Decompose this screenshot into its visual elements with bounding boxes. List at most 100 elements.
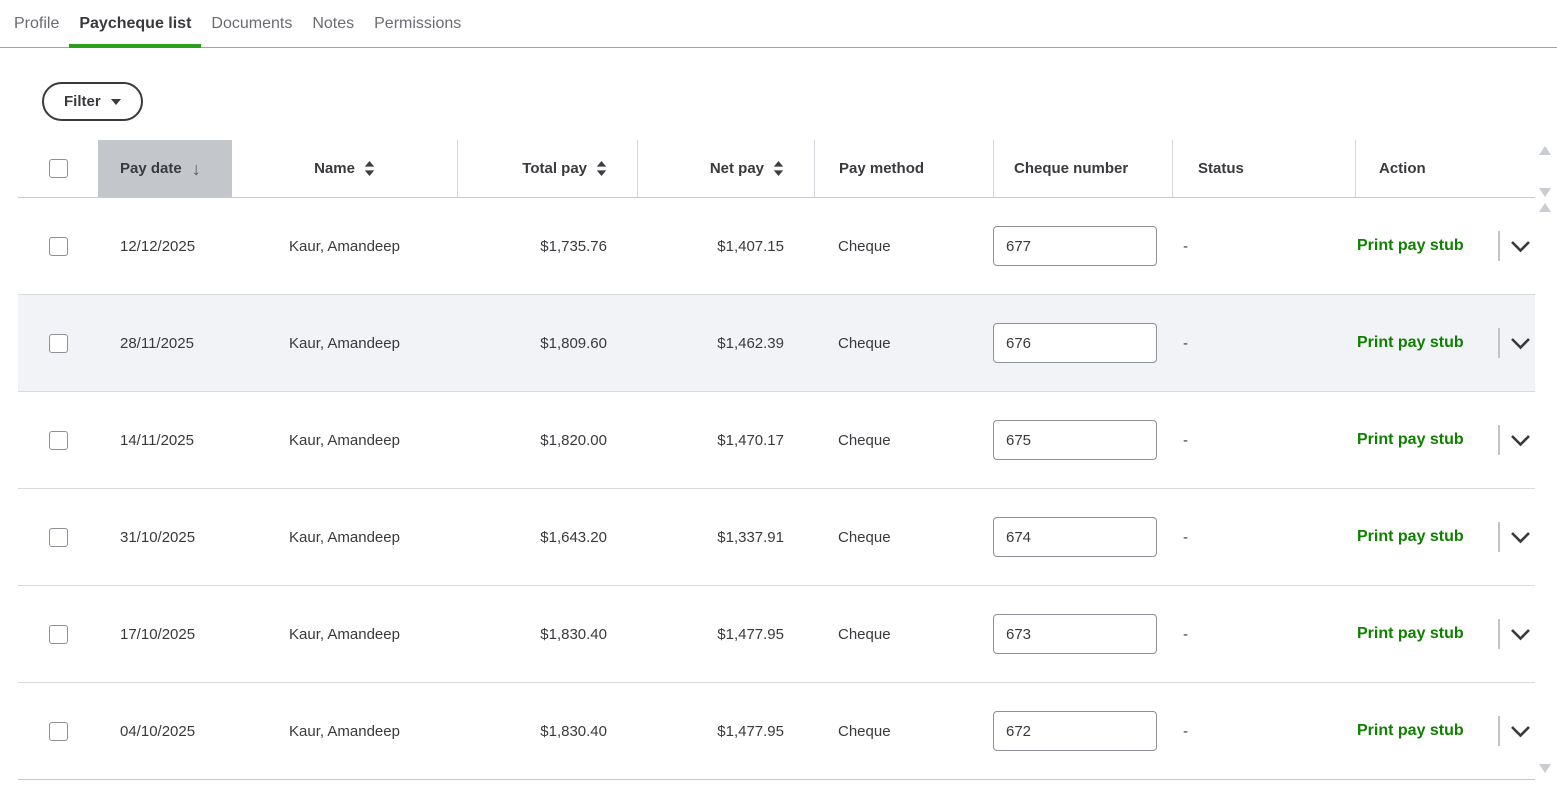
select-all-checkbox[interactable] [48,159,68,178]
action-cell: Print pay stub [1355,683,1535,779]
total-pay-cell: $1,820.00 [540,431,607,449]
net-pay-cell: $1,470.17 [717,431,784,449]
column-header-name[interactable]: Name [232,140,457,197]
tab-paycheque-list[interactable]: Paycheque list [69,0,202,48]
column-header-label: Name [314,160,355,177]
column-header-label: Cheque number [1014,160,1129,177]
filter-area: Filter [42,82,1557,121]
cheque-number-input[interactable] [993,517,1157,557]
action-divider [1498,716,1500,746]
print-pay-stub-link[interactable]: Print pay stub [1357,528,1464,545]
row-actions-dropdown-button[interactable] [1507,330,1533,356]
cheque-number-cell [993,683,1172,779]
status-cell: - [1183,625,1188,643]
paycheque-table: Pay date ↓ Name Total pay Net pay Pay me… [18,140,1535,780]
cheque-number-input[interactable] [993,226,1157,266]
column-header-cheque-number: Cheque number [993,140,1172,197]
row-actions-dropdown-button[interactable] [1507,718,1533,744]
row-checkbox[interactable] [48,721,68,741]
column-header-label: Pay method [839,160,925,177]
action-cell: Print pay stub [1355,489,1535,585]
pay-date-cell: 28/11/2025 [120,334,194,352]
caret-down-icon [110,98,121,105]
net-pay-cell: $1,462.39 [717,334,784,352]
table-header-row: Pay date ↓ Name Total pay Net pay Pay me… [18,140,1535,198]
action-cell: Print pay stub [1355,198,1535,294]
scroll-up-icon[interactable] [1539,146,1551,155]
print-pay-stub-link[interactable]: Print pay stub [1357,237,1464,254]
row-actions-dropdown-button[interactable] [1507,524,1533,550]
name-cell: Kaur, Amandeep [289,722,400,740]
print-pay-stub-link[interactable]: Print pay stub [1357,625,1464,642]
row-actions-dropdown-button[interactable] [1507,427,1533,453]
cheque-number-input[interactable] [993,614,1157,654]
pay-method-cell: Cheque [838,528,891,546]
sort-both-icon [773,161,784,176]
status-cell: - [1183,431,1188,449]
column-header-action: Action [1355,140,1535,197]
row-checkbox[interactable] [48,333,68,353]
sort-both-icon [364,161,375,176]
select-all-cell [18,140,98,197]
row-checkbox[interactable] [48,527,68,547]
pay-method-cell: Cheque [838,625,891,643]
action-divider [1498,425,1500,455]
row-actions-dropdown-button[interactable] [1507,621,1533,647]
cheque-number-cell [993,295,1172,391]
print-pay-stub-link[interactable]: Print pay stub [1357,722,1464,739]
tab-profile[interactable]: Profile [14,14,60,32]
filter-button[interactable]: Filter [42,82,143,121]
tab-bar: Profile Paycheque list Documents Notes P… [0,0,1557,48]
table-body: 12/12/2025 Kaur, Amandeep $1,735.76 $1,4… [18,198,1535,780]
tab-documents[interactable]: Documents [211,14,293,32]
net-pay-cell: $1,407.15 [717,237,784,255]
row-checkbox[interactable] [48,236,68,256]
chevron-down-icon [1509,526,1532,549]
table-row: 12/12/2025 Kaur, Amandeep $1,735.76 $1,4… [18,198,1535,295]
scroll-up-icon[interactable] [1539,203,1551,212]
total-pay-cell: $1,830.40 [540,722,607,740]
column-header-pay-date[interactable]: Pay date ↓ [98,140,232,197]
status-cell: - [1183,237,1188,255]
cheque-number-input[interactable] [993,711,1157,751]
name-cell: Kaur, Amandeep [289,431,400,449]
row-select-cell [18,489,98,585]
column-header-label: Total pay [522,160,587,177]
filter-button-label: Filter [64,93,101,110]
column-header-total-pay[interactable]: Total pay [457,140,637,197]
action-divider [1498,522,1500,552]
action-cell: Print pay stub [1355,586,1535,682]
column-header-label: Status [1198,160,1244,177]
column-header-label: Pay date [120,160,182,177]
pay-method-cell: Cheque [838,722,891,740]
table-row: 14/11/2025 Kaur, Amandeep $1,820.00 $1,4… [18,392,1535,489]
pay-method-cell: Cheque [838,431,891,449]
tab-permissions[interactable]: Permissions [374,14,462,32]
row-actions-dropdown-button[interactable] [1507,233,1533,259]
print-pay-stub-link[interactable]: Print pay stub [1357,431,1464,448]
chevron-down-icon [1509,623,1532,646]
total-pay-cell: $1,830.40 [540,625,607,643]
cheque-number-input[interactable] [993,420,1157,460]
pay-date-cell: 14/11/2025 [120,431,194,449]
row-select-cell [18,198,98,294]
pay-method-cell: Cheque [838,237,891,255]
chevron-down-icon [1509,332,1532,355]
action-cell: Print pay stub [1355,392,1535,488]
total-pay-cell: $1,735.76 [540,237,607,255]
table-row: 04/10/2025 Kaur, Amandeep $1,830.40 $1,4… [18,683,1535,780]
print-pay-stub-link[interactable]: Print pay stub [1357,334,1464,351]
cheque-number-input[interactable] [993,323,1157,363]
column-header-pay-method: Pay method [814,140,993,197]
status-cell: - [1183,528,1188,546]
status-cell: - [1183,334,1188,352]
row-checkbox[interactable] [48,430,68,450]
net-pay-cell: $1,477.95 [717,722,784,740]
tab-notes[interactable]: Notes [312,14,355,32]
scroll-down-icon[interactable] [1539,188,1551,197]
total-pay-cell: $1,809.60 [540,334,607,352]
sort-descending-icon: ↓ [191,158,201,179]
column-header-net-pay[interactable]: Net pay [637,140,814,197]
scroll-down-icon[interactable] [1539,764,1551,773]
row-checkbox[interactable] [48,624,68,644]
